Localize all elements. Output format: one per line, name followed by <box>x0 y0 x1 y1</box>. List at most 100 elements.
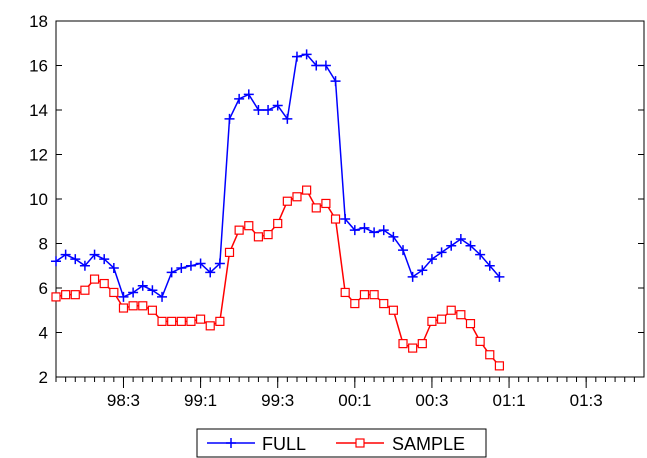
full-point <box>426 254 437 265</box>
full-point <box>234 93 245 104</box>
y-tick-label: 18 <box>29 12 48 31</box>
full-point <box>484 260 495 271</box>
y-tick-label: 10 <box>29 190 48 209</box>
sample-point <box>408 343 418 353</box>
y-tick-label: 8 <box>39 235 48 254</box>
full-point <box>301 49 312 60</box>
sample-point <box>51 292 61 302</box>
full-point <box>330 76 341 87</box>
full-point <box>118 291 129 302</box>
sample-point <box>118 303 129 313</box>
full-point <box>291 51 302 62</box>
sample-point <box>215 316 225 326</box>
full-point <box>282 113 293 124</box>
sample-point <box>234 225 244 235</box>
x-axis: 98:3 99:1 99:3 00:1 00:3 01:1 01:3 <box>55 377 635 410</box>
full-point <box>147 285 158 296</box>
sample-point <box>494 361 505 371</box>
legend-full-marker <box>226 438 236 448</box>
y-tick-label: 14 <box>29 101 48 120</box>
sample-point <box>273 218 283 229</box>
full-point <box>494 271 505 282</box>
sample-point <box>147 305 157 315</box>
sample-point <box>359 290 370 300</box>
full-point <box>475 249 486 260</box>
sample-point <box>340 287 350 298</box>
full-point <box>128 287 139 298</box>
full-point <box>398 245 409 256</box>
full-point <box>89 249 100 260</box>
sample-point <box>263 230 273 240</box>
full-point <box>340 214 351 225</box>
full-point <box>465 240 476 251</box>
full-point <box>166 267 177 278</box>
full-point <box>349 225 360 236</box>
full-point <box>51 256 61 267</box>
sample-point <box>369 290 379 300</box>
full-point <box>185 260 196 271</box>
full-point <box>70 254 81 265</box>
full-point <box>272 100 283 111</box>
legend-full-label: FULL <box>262 434 306 454</box>
sample-point <box>89 274 100 284</box>
full-point <box>79 260 90 271</box>
x-tick-label: 98:3 <box>107 391 140 410</box>
legend-sample-marker <box>355 438 365 448</box>
y-tick-label: 2 <box>39 368 48 387</box>
sample-point <box>465 319 476 329</box>
full-point <box>311 60 322 71</box>
sample-point <box>128 301 138 311</box>
sample-point <box>321 198 331 209</box>
sample-point <box>138 301 148 311</box>
y-tick-label: 6 <box>39 279 48 298</box>
full-point <box>263 105 274 115</box>
full-point <box>446 240 457 251</box>
sample-point <box>224 247 235 257</box>
x-tick-label: 00:3 <box>415 391 448 410</box>
sample-point <box>350 298 360 309</box>
full-point <box>205 267 216 278</box>
plot-frame <box>55 20 645 378</box>
sample-point <box>446 305 456 315</box>
sample-point <box>379 298 389 309</box>
full-point <box>99 254 110 265</box>
y-axis: 2 4 6 8 10 12 14 16 18 <box>29 12 644 387</box>
sample-point <box>485 350 495 360</box>
x-tick-label: 01:1 <box>493 391 526 410</box>
full-point <box>108 262 119 273</box>
x-tick-label: 01:3 <box>570 391 603 410</box>
sample-point <box>398 339 408 349</box>
sample-point <box>70 290 80 300</box>
sample-point <box>186 316 196 326</box>
sample-point <box>61 290 71 300</box>
full-point <box>224 113 235 124</box>
full-point <box>243 89 254 100</box>
full-point <box>436 247 447 258</box>
sample-point <box>427 316 437 326</box>
sample-point <box>195 314 206 324</box>
full-point <box>455 234 466 245</box>
sample-point <box>80 285 90 295</box>
sample-point <box>253 232 264 242</box>
sample-point <box>436 314 447 324</box>
x-tick-label: 99:1 <box>184 391 217 410</box>
sample-point <box>417 339 427 349</box>
y-tick-label: 16 <box>29 57 48 76</box>
y-tick-label: 12 <box>29 146 48 165</box>
sample-point <box>176 316 186 326</box>
sample-point <box>475 336 485 346</box>
legend: FULL SAMPLE <box>196 428 487 458</box>
sample-point <box>244 221 254 231</box>
sample-point <box>167 316 177 326</box>
x-tick-label: 99:3 <box>261 391 294 410</box>
full-point <box>320 60 331 71</box>
full-point <box>137 280 148 291</box>
full-point <box>388 231 399 242</box>
sample-point <box>388 305 398 315</box>
full-point <box>369 227 380 238</box>
sample-point <box>282 196 292 206</box>
x-tick-label: 00:1 <box>338 391 371 410</box>
full-point <box>195 258 206 269</box>
sample-point <box>99 278 109 289</box>
